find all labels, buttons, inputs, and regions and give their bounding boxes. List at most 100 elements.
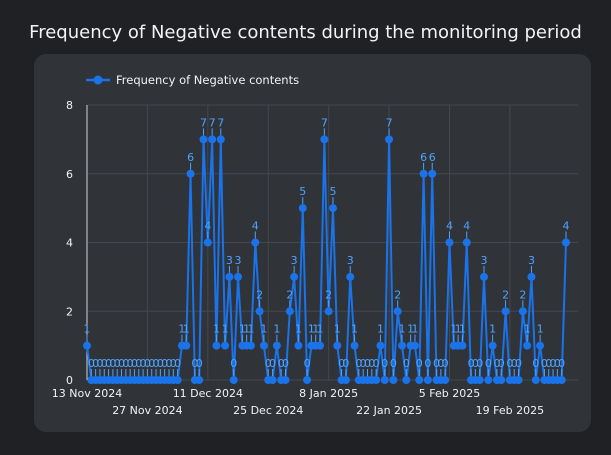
data-label: 0 — [493, 357, 500, 370]
data-point — [497, 376, 506, 384]
data-label: 0 — [515, 357, 522, 370]
data-label: 6 — [187, 151, 194, 164]
data-label: 4 — [204, 220, 211, 233]
data-label: 2 — [519, 288, 526, 301]
data-point — [445, 238, 454, 247]
data-point — [320, 135, 329, 144]
data-point — [380, 376, 389, 384]
data-label: 0 — [437, 357, 444, 370]
data-label: 0 — [506, 357, 513, 370]
data-label: 0 — [381, 357, 388, 370]
data-label: 0 — [96, 357, 103, 370]
data-point — [389, 376, 398, 384]
data-label: 0 — [148, 357, 155, 370]
data-label: 0 — [390, 357, 397, 370]
data-point — [536, 341, 545, 350]
data-point — [415, 376, 424, 384]
chart-title: Frequency of Negative contents during th… — [29, 22, 582, 43]
data-point — [372, 376, 381, 384]
data-label: 0 — [304, 357, 311, 370]
x-tick-label: 13 Nov 2024 — [52, 387, 122, 400]
data-point — [557, 376, 566, 384]
data-label: 0 — [545, 357, 552, 370]
data-point — [83, 341, 91, 350]
data-point — [475, 376, 484, 384]
data-label: 5 — [299, 185, 306, 198]
data-label: 1 — [243, 323, 250, 336]
y-tick-label: 6 — [66, 168, 73, 181]
data-point — [272, 341, 281, 350]
data-label: 3 — [226, 254, 233, 267]
data-label: 0 — [114, 357, 121, 370]
data-label: 0 — [127, 357, 134, 370]
data-label: 0 — [157, 357, 164, 370]
data-label: 7 — [200, 116, 207, 129]
data-label: 0 — [338, 357, 345, 370]
data-point — [350, 341, 359, 350]
data-point — [531, 376, 540, 384]
data-label: 1 — [407, 323, 414, 336]
data-point — [298, 204, 307, 213]
data-label: 0 — [364, 357, 371, 370]
data-label: 1 — [377, 323, 384, 336]
data-label: 0 — [265, 357, 272, 370]
data-label: 0 — [558, 357, 565, 370]
data-label: 0 — [101, 357, 108, 370]
data-label: 0 — [485, 357, 492, 370]
data-point — [441, 376, 450, 384]
data-label: 0 — [165, 357, 172, 370]
data-label: 0 — [355, 357, 362, 370]
data-label: 0 — [122, 357, 129, 370]
data-point — [501, 307, 510, 316]
data-label: 1 — [411, 323, 418, 336]
data-label: 1 — [273, 323, 280, 336]
y-tick-label: 8 — [66, 99, 73, 112]
data-point — [294, 341, 303, 350]
data-point — [428, 169, 437, 178]
data-label: 7 — [217, 116, 224, 129]
data-label: 1 — [334, 323, 341, 336]
data-point — [393, 307, 402, 316]
data-point — [385, 135, 394, 144]
data-point — [423, 376, 432, 384]
data-label: 1 — [213, 323, 220, 336]
data-label: 0 — [174, 357, 181, 370]
data-label: 1 — [84, 323, 91, 336]
data-label: 0 — [153, 357, 160, 370]
y-tick-label: 0 — [66, 374, 73, 387]
y-tick-label: 4 — [66, 237, 73, 250]
data-point — [398, 341, 407, 350]
data-label: 1 — [247, 323, 254, 336]
data-label: 0 — [109, 357, 116, 370]
data-point — [208, 135, 217, 144]
data-label: 2 — [256, 288, 263, 301]
data-label: 0 — [416, 357, 423, 370]
data-label: 4 — [563, 220, 570, 233]
data-label: 0 — [511, 357, 518, 370]
data-point — [259, 341, 268, 350]
data-label: 2 — [325, 288, 332, 301]
data-point — [527, 272, 536, 281]
data-label: 1 — [178, 323, 185, 336]
data-point — [229, 376, 238, 384]
data-label: 7 — [209, 116, 216, 129]
data-label: 0 — [269, 357, 276, 370]
data-point — [186, 169, 195, 178]
data-label: 1 — [183, 323, 190, 336]
data-point — [182, 341, 191, 350]
data-label: 1 — [239, 323, 246, 336]
data-label: 2 — [502, 288, 509, 301]
data-point — [346, 272, 355, 281]
data-label: 0 — [278, 357, 285, 370]
data-label: 3 — [347, 254, 354, 267]
data-point — [234, 272, 243, 281]
data-point — [316, 341, 325, 350]
data-point — [281, 376, 290, 384]
data-label: 1 — [455, 323, 462, 336]
legend-marker — [93, 75, 103, 85]
data-label: 6 — [420, 151, 427, 164]
x-tick-label: 11 Dec 2024 — [173, 387, 243, 400]
data-label: 3 — [528, 254, 535, 267]
